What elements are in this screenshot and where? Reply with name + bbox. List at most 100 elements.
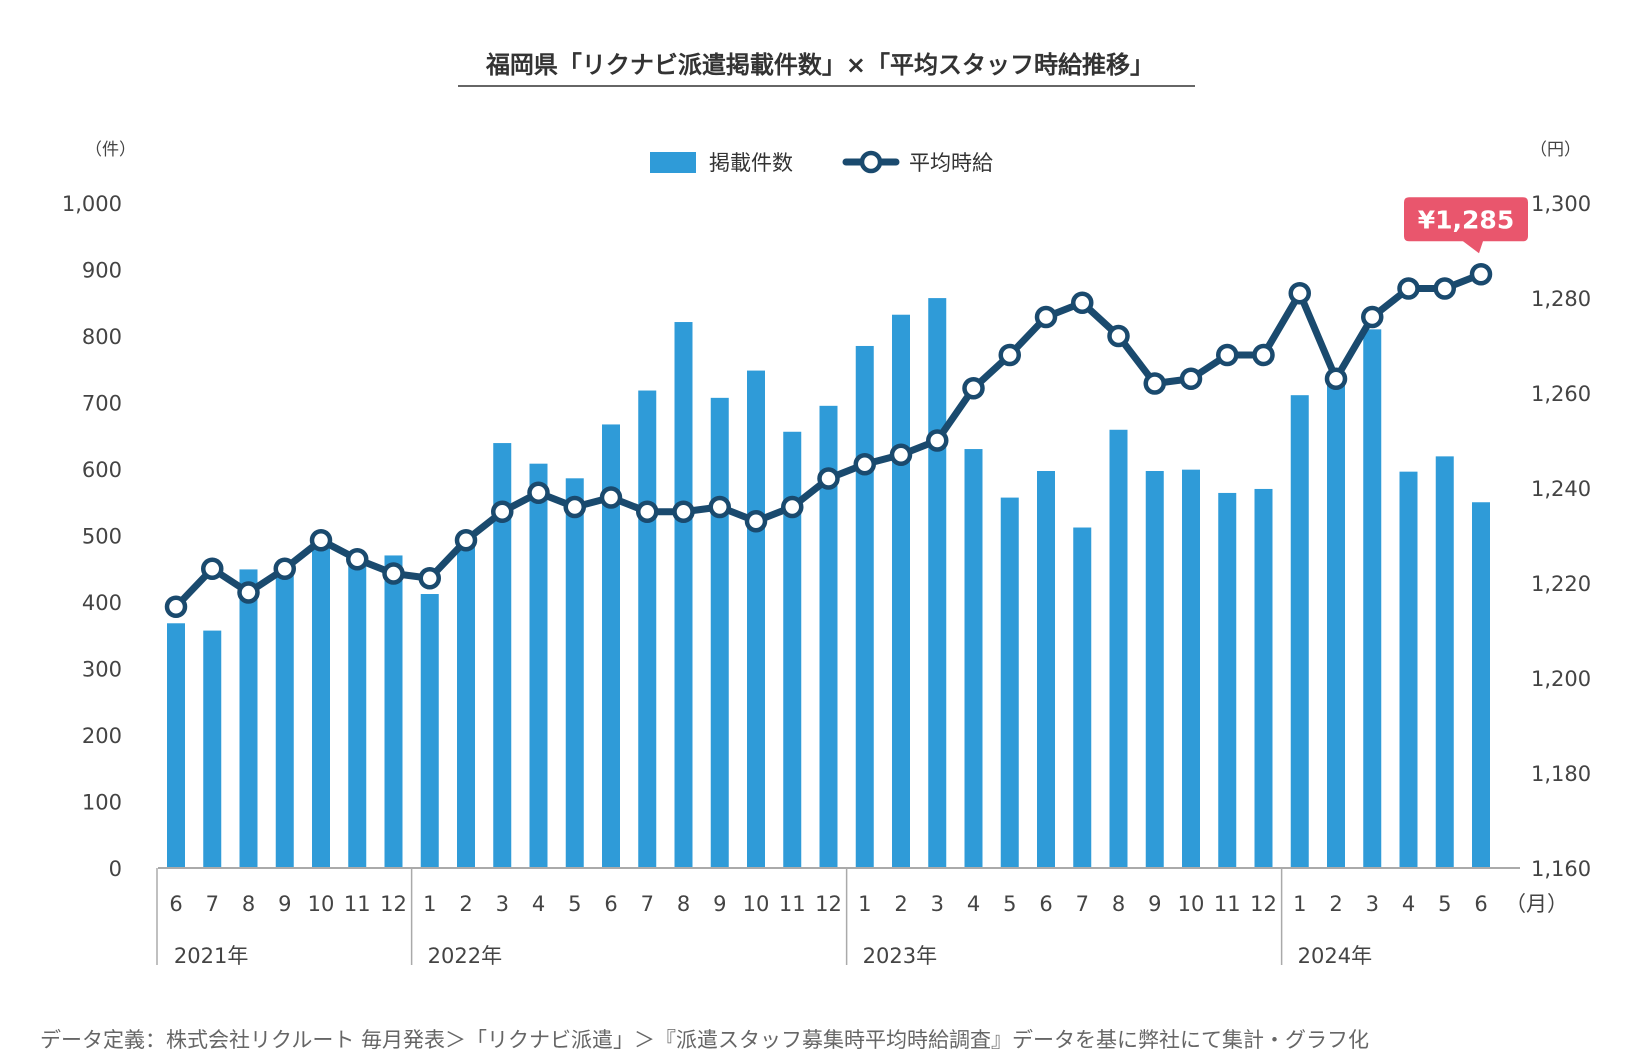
month-label: 11 (779, 892, 806, 916)
bar (1254, 488, 1273, 868)
legend: 掲載件数 平均時給 (650, 150, 993, 175)
legend-label-bar: 掲載件数 (709, 151, 793, 175)
left-axis: 0 100 200 300 400 500 600 700 800 900 1,000 (62, 192, 122, 881)
month-label: 1 (423, 892, 436, 916)
line-point (1252, 343, 1275, 367)
month-label: 2 (1329, 892, 1342, 916)
month-label: 3 (1366, 892, 1379, 916)
bar (1290, 395, 1309, 868)
left-tick-label: 900 (82, 259, 122, 283)
legend-label-line: 平均時給 (909, 151, 993, 175)
right-tick-label: 1,200 (1531, 667, 1591, 691)
bar (674, 322, 693, 868)
left-tick-label: 800 (82, 325, 122, 349)
right-tick-label: 1,280 (1531, 287, 1591, 311)
month-label: 2 (894, 892, 907, 916)
line-point (1143, 372, 1166, 395)
right-tick-label: 1,180 (1531, 762, 1591, 786)
line-point (418, 567, 441, 590)
month-label: 6 (1039, 892, 1052, 916)
line-point (1397, 277, 1420, 300)
legend-line-marker (859, 150, 883, 174)
legend-bar-swatch (650, 152, 696, 173)
left-tick-label: 400 (82, 591, 122, 615)
line-point (998, 343, 1021, 367)
bar (1000, 497, 1019, 868)
right-tick-label: 1,260 (1531, 382, 1591, 406)
month-label: 4 (1402, 892, 1415, 916)
line-point (1361, 305, 1384, 329)
line-point (817, 467, 840, 490)
line-point (1469, 263, 1493, 286)
line-point (382, 562, 405, 585)
bar (239, 569, 258, 868)
bar (167, 623, 185, 868)
right-tick-label: 1,160 (1531, 857, 1591, 881)
bar (819, 405, 838, 868)
bar (493, 443, 512, 868)
chart-title: 福岡県「リクナビ派遣掲載件数」×「平均スタッフ時給推移」 (485, 51, 1154, 79)
line-point (636, 500, 659, 523)
bar (1435, 456, 1454, 868)
bar (855, 345, 874, 869)
right-tick-label: 1,220 (1531, 572, 1591, 596)
bar (928, 298, 947, 869)
bar (892, 314, 910, 869)
line-point (527, 481, 550, 504)
month-label: 12 (380, 892, 407, 916)
callout-shape (1404, 197, 1528, 254)
year-label: 2021年 (174, 944, 248, 968)
right-axis: 1,160 1,180 1,200 1,220 1,240 1,260 1,280 1,300 (1531, 192, 1591, 881)
footnote: データ定義：株式会社リクルート 毎月発表＞「リクナビ派遣」＞『派遣スタッフ募集時… (40, 1028, 1369, 1052)
bar (1073, 527, 1092, 868)
line-point (491, 500, 514, 523)
month-labels: 6 7 8 9 10 11 12 1 2 3 4 5 6 7 8 9 10 11 12 1 2 3 4 5 6 7 8 9 10 11 12… (169, 892, 1487, 916)
bar (710, 397, 729, 868)
month-label: 10 (1178, 892, 1205, 916)
month-label: 5 (568, 892, 581, 916)
bar (602, 424, 620, 868)
bar (1472, 502, 1490, 868)
left-tick-label: 500 (82, 525, 122, 549)
bar (203, 630, 222, 868)
latest-value-callout: ¥1,285 (1404, 197, 1528, 254)
left-tick-label: 100 (82, 791, 122, 815)
month-label: 9 (713, 892, 726, 916)
bar-series (167, 298, 1490, 869)
line-series (164, 263, 1493, 618)
month-label: 9 (1148, 892, 1161, 916)
month-label: 9 (278, 892, 291, 916)
line-point (1179, 367, 1203, 390)
month-label: 7 (1076, 892, 1089, 916)
line-point (1071, 291, 1094, 314)
month-label: 5 (1003, 892, 1016, 916)
line-point (309, 529, 333, 552)
line-point (599, 486, 623, 509)
line-point (201, 557, 224, 580)
line-point (853, 453, 876, 476)
left-axis-unit: （件） (85, 140, 136, 160)
line-point (1216, 343, 1239, 367)
month-label: 6 (1474, 892, 1487, 916)
month-label: 8 (677, 892, 690, 916)
month-label: 8 (242, 892, 255, 916)
bar (565, 478, 584, 868)
bar (1182, 469, 1200, 868)
month-label: 4 (532, 892, 545, 916)
year-labels: 2021年 2022年 2023年 2024年 (174, 944, 1372, 968)
x-axis (156, 867, 1520, 965)
line-point (1324, 367, 1348, 390)
right-tick-label: 1,300 (1531, 192, 1591, 216)
line-point (926, 429, 949, 452)
month-label: 4 (967, 892, 980, 916)
month-label: 11 (1214, 892, 1241, 916)
bar (964, 449, 983, 868)
month-label: 6 (169, 892, 182, 916)
month-label: 1 (1293, 892, 1306, 916)
month-label: 3 (931, 892, 944, 916)
line-point (454, 529, 478, 552)
line-point (708, 495, 731, 519)
year-label: 2022年 (428, 944, 502, 968)
month-label: 12 (1250, 892, 1277, 916)
